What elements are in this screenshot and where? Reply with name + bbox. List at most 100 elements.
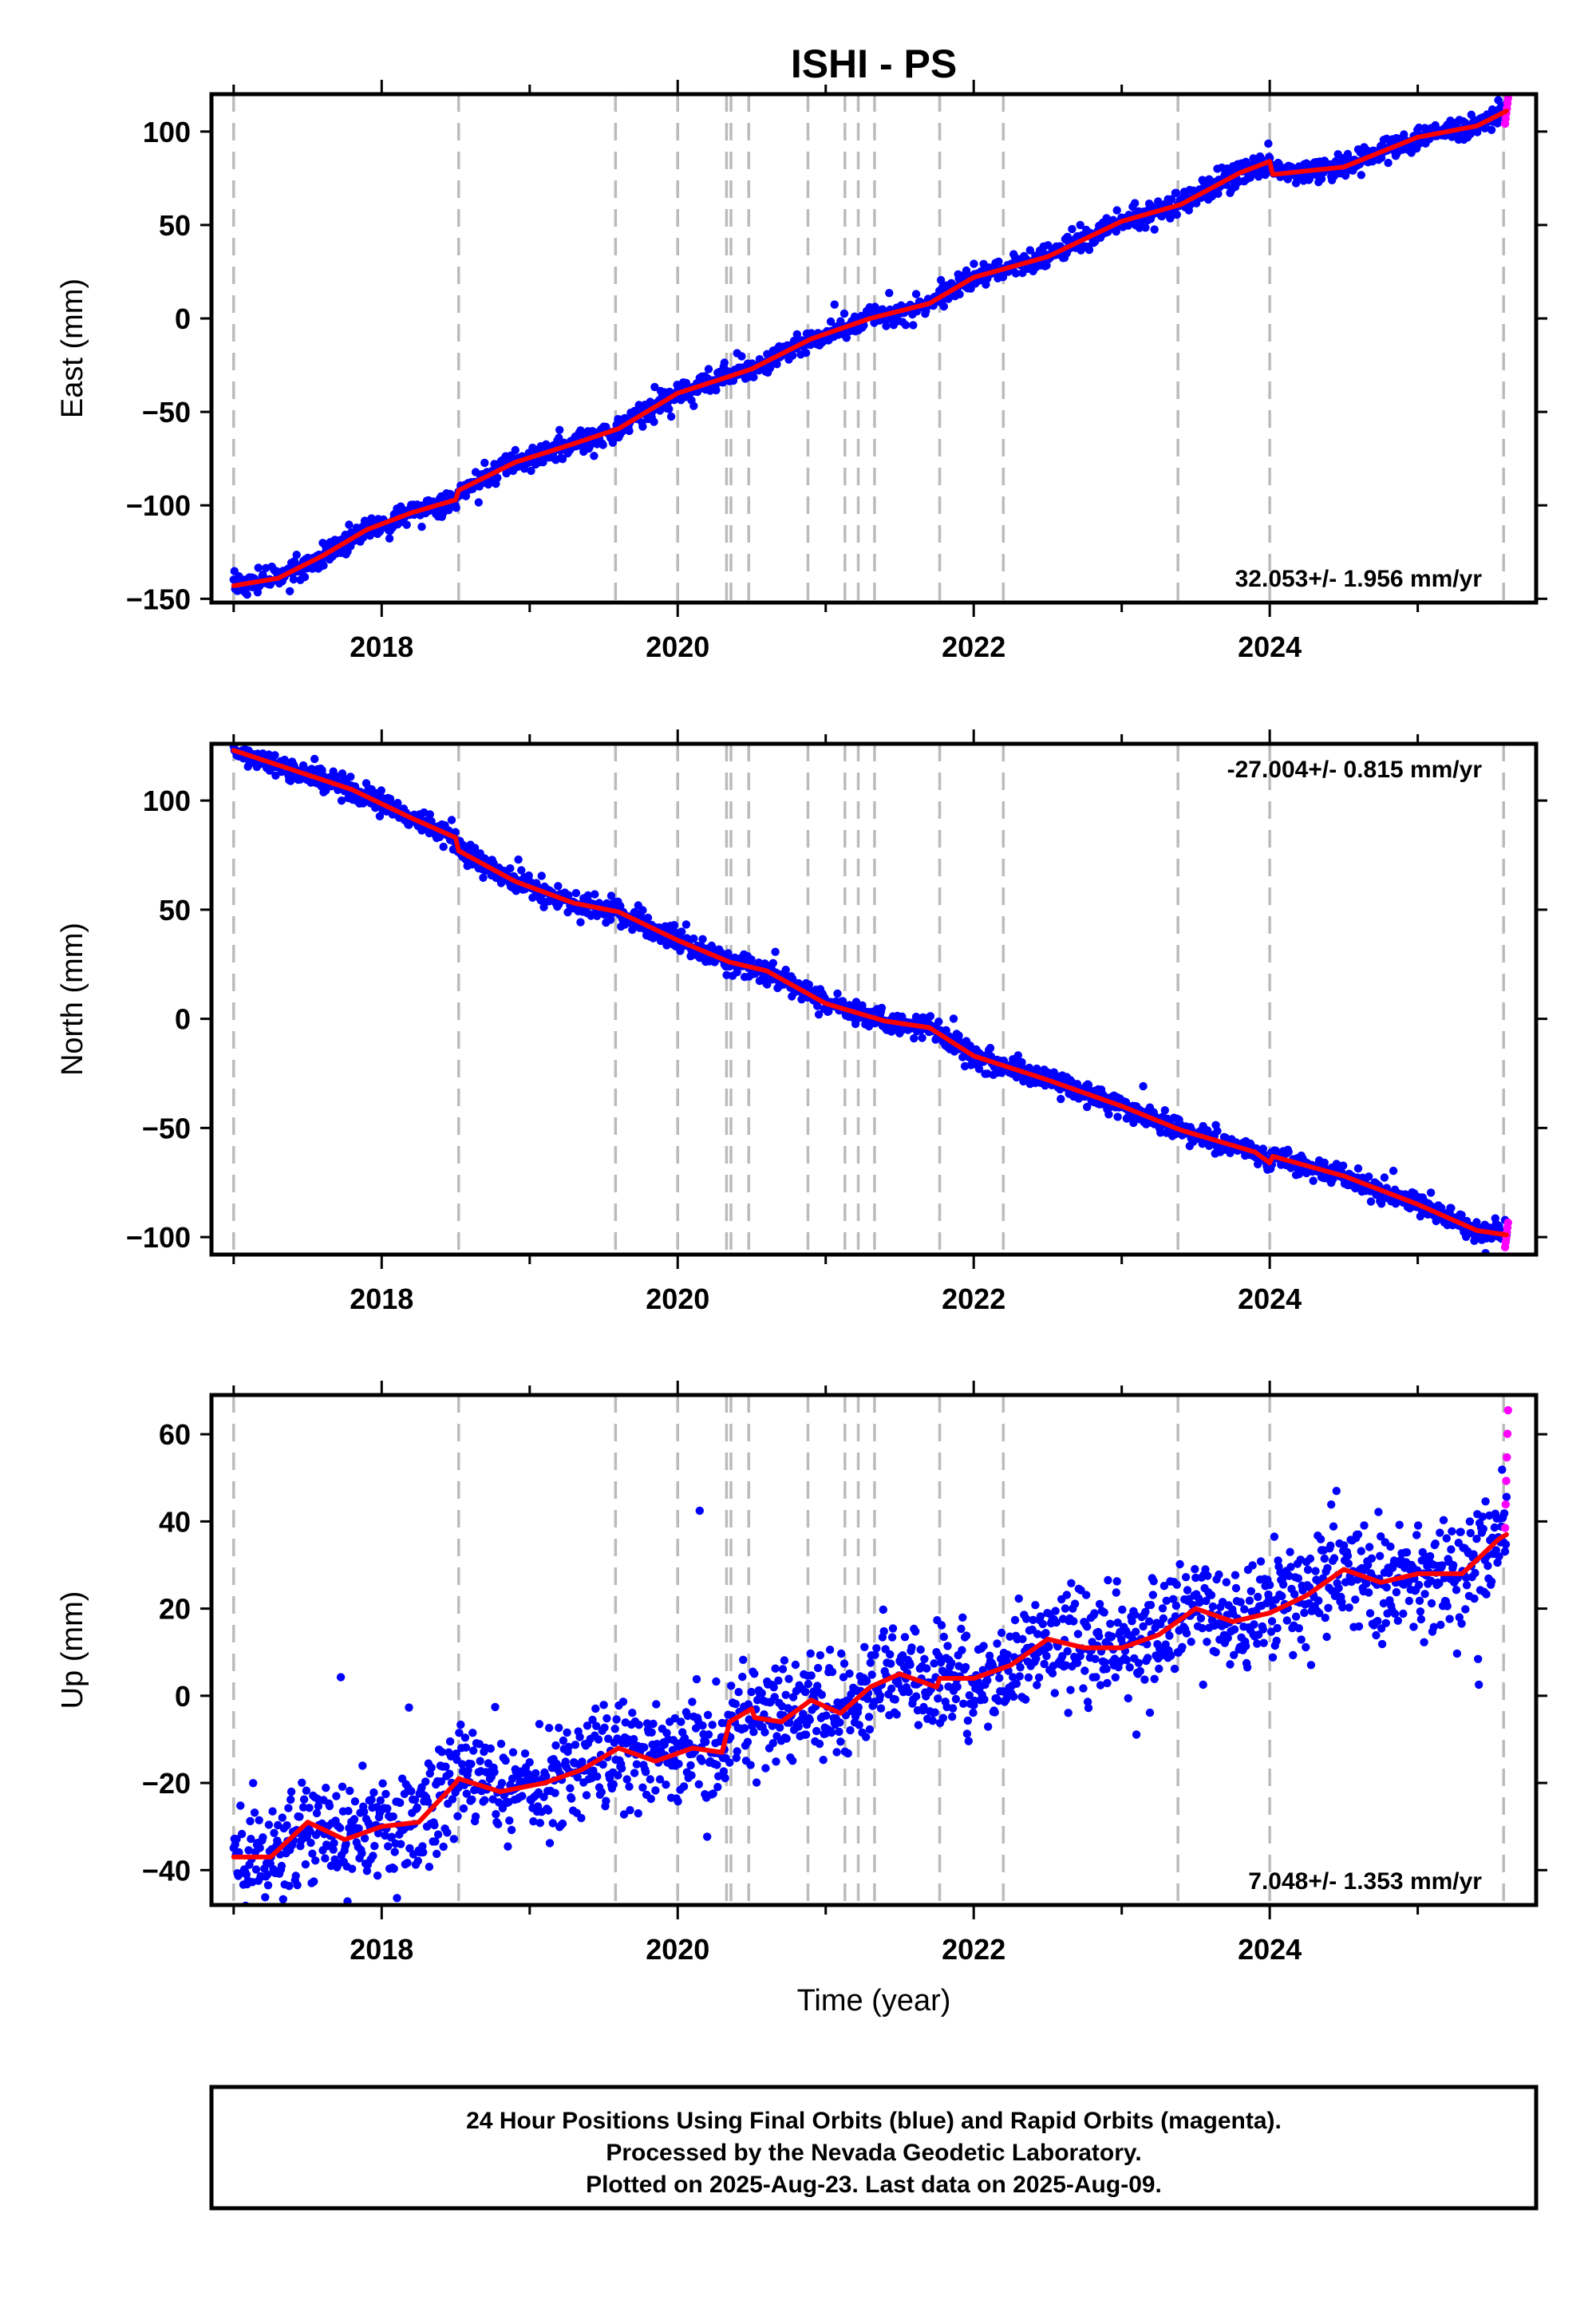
data-point-up: [948, 1712, 957, 1721]
data-point-up: [542, 1772, 551, 1780]
data-point-up: [780, 1656, 789, 1665]
data-point-east: [345, 520, 354, 529]
data-point-up: [348, 1864, 357, 1873]
data-point-up: [1118, 1605, 1127, 1614]
data-point-up: [232, 1835, 241, 1844]
data-point-up: [920, 1654, 929, 1663]
data-point-north: [1139, 1081, 1148, 1091]
data-point-up: [393, 1894, 401, 1903]
data-point-up: [490, 1768, 499, 1777]
data-point-up: [816, 1650, 825, 1660]
data-point-north: [974, 1065, 984, 1073]
data-point-east: [1493, 119, 1502, 128]
data-point-north: [1320, 1158, 1329, 1168]
plot-frame-east: [209, 92, 1539, 605]
plot-frame-north: [209, 741, 1539, 1257]
data-point-up: [733, 1747, 741, 1756]
data-point-up: [887, 1684, 896, 1694]
data-point-up: [836, 1718, 844, 1727]
data-point-up: [1300, 1608, 1309, 1618]
data-point-north: [954, 1031, 963, 1040]
data-point-up: [1254, 1592, 1262, 1602]
data-point-up: [1128, 1617, 1136, 1626]
data-point-up: [1073, 1630, 1083, 1638]
data-point-up: [1253, 1639, 1262, 1648]
data-point-east: [558, 455, 567, 464]
data-point-up: [1139, 1622, 1148, 1631]
data-point-up: [1015, 1672, 1024, 1681]
data-point-east: [1214, 189, 1223, 198]
data-point-up: [791, 1660, 800, 1670]
data-point-up: [255, 1844, 264, 1852]
data-point-up: [774, 1676, 783, 1685]
data-point-up: [1103, 1678, 1112, 1688]
data-point-up: [1274, 1556, 1282, 1565]
data-point-up: [1002, 1657, 1011, 1666]
data-point-up: [1090, 1609, 1099, 1618]
data-point-up: [1178, 1642, 1187, 1651]
data-point-up: [1294, 1574, 1303, 1583]
data-point-up: [566, 1784, 575, 1792]
data-point-north: [506, 864, 515, 873]
data-point-up: [866, 1658, 875, 1667]
data-point-up: [1159, 1582, 1169, 1591]
data-point-up: [617, 1764, 626, 1773]
data-point-up: [964, 1737, 974, 1745]
data-up: [229, 1405, 1513, 1905]
data-point-north: [986, 1044, 995, 1053]
data-point-up: [1144, 1654, 1152, 1662]
data-point-east: [286, 587, 294, 595]
data-point-north: [563, 907, 572, 917]
data-point-east: [1084, 245, 1094, 255]
data-point-up: [1270, 1532, 1279, 1541]
data-point-up: [1182, 1629, 1191, 1638]
data-point-up: [911, 1692, 921, 1701]
data-point-north: [576, 918, 585, 927]
data-point-up: [433, 1849, 441, 1859]
data-point-north: [537, 871, 546, 880]
data-point-up: [1231, 1583, 1241, 1593]
rate-label-north: -27.004+/- 0.815 mm/yr: [1227, 757, 1483, 783]
data-point-up: [1106, 1619, 1115, 1628]
data-point-up: [551, 1788, 559, 1797]
data-point-north: [514, 855, 523, 864]
data-point-up: [876, 1704, 886, 1713]
data-point-up: [413, 1856, 422, 1865]
data-point-up: [573, 1773, 582, 1782]
data-point-north: [1033, 1064, 1041, 1073]
data-point-up: [1155, 1664, 1163, 1674]
data-point-east: [749, 373, 758, 381]
data-point-up: [819, 1756, 828, 1765]
data-point-north: [479, 873, 488, 883]
data-point-up: [694, 1780, 703, 1788]
data-point-up: [1286, 1547, 1294, 1556]
data-point-up: [1069, 1617, 1078, 1626]
data-point-east: [511, 445, 519, 455]
data-point-up: [1124, 1694, 1133, 1703]
data-point-up: [249, 1779, 258, 1788]
data-point-up: [369, 1788, 378, 1797]
data-point-north: [1457, 1211, 1466, 1219]
data-point-up: [370, 1841, 379, 1851]
data-point-up: [947, 1658, 956, 1667]
data-point-up: [674, 1760, 683, 1769]
data-point-up: [1282, 1616, 1292, 1625]
data-point-up: [494, 1820, 503, 1828]
data-point-up: [1231, 1571, 1240, 1579]
data-point-up: [264, 1820, 274, 1829]
data-point-north: [1121, 1097, 1131, 1107]
data-point-east: [704, 365, 713, 373]
data-point-up: [1040, 1659, 1049, 1669]
data-point-up: [677, 1717, 685, 1726]
data-point-up: [594, 1735, 603, 1744]
data-point-north: [926, 1012, 935, 1021]
data-point-up: [1222, 1578, 1231, 1587]
data-point-north: [1083, 1102, 1092, 1112]
data-point-up: [1041, 1629, 1050, 1638]
data-east: [229, 94, 1513, 599]
data-point-up: [812, 1726, 821, 1736]
data-point-up: [686, 1761, 695, 1770]
data-point-up: [879, 1626, 888, 1636]
data-point-up: [529, 1817, 538, 1826]
data-point-up: [1208, 1602, 1218, 1611]
